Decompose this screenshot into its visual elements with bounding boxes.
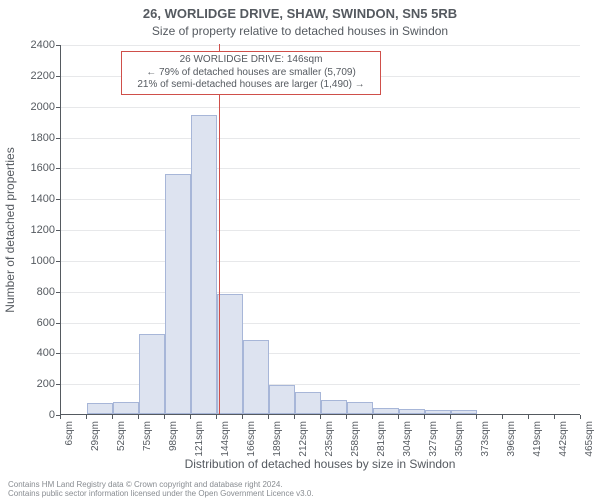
y-tick-label: 400 — [5, 348, 55, 359]
annotation-box: 26 WORLIDGE DRIVE: 146sqm ← 79% of detac… — [121, 51, 381, 95]
y-tick-label: 1200 — [5, 225, 55, 236]
histogram-bar — [321, 400, 347, 414]
footer-line2: Contains public sector information licen… — [8, 489, 314, 498]
histogram-bar — [425, 410, 451, 414]
gridline — [61, 230, 580, 231]
histogram-bar — [165, 174, 191, 415]
y-tick-label: 2000 — [5, 102, 55, 113]
x-tick-mark — [450, 415, 451, 419]
histogram-bar — [269, 385, 295, 414]
gridline — [61, 261, 580, 262]
x-tick-mark — [554, 415, 555, 419]
x-tick-mark — [502, 415, 503, 419]
y-tick-label: 2200 — [5, 71, 55, 82]
x-tick-mark — [528, 415, 529, 419]
x-tick-mark — [268, 415, 269, 419]
y-tick-label: 1400 — [5, 194, 55, 205]
y-tick-label: 2400 — [5, 40, 55, 51]
x-tick-mark — [164, 415, 165, 419]
histogram-bar — [295, 392, 321, 414]
x-tick-label: 465sqm — [584, 421, 595, 465]
x-tick-mark — [398, 415, 399, 419]
x-tick-mark — [138, 415, 139, 419]
gridline — [61, 292, 580, 293]
x-tick-mark — [112, 415, 113, 419]
histogram-bar — [451, 410, 477, 414]
y-tick-label: 1600 — [5, 163, 55, 174]
histogram-bar — [139, 334, 165, 414]
annotation-line2: ← 79% of detached houses are smaller (5,… — [126, 67, 376, 80]
x-tick-mark — [190, 415, 191, 419]
chart-title-address: 26, WORLIDGE DRIVE, SHAW, SWINDON, SN5 5… — [0, 6, 600, 21]
x-tick-mark — [86, 415, 87, 419]
gridline — [61, 45, 580, 46]
histogram-bar — [87, 403, 113, 414]
gridline — [61, 323, 580, 324]
x-tick-mark — [346, 415, 347, 419]
y-tick-label: 0 — [5, 410, 55, 421]
y-tick-label: 1800 — [5, 133, 55, 144]
x-tick-mark — [320, 415, 321, 419]
histogram-bar — [399, 409, 425, 414]
histogram-bar — [217, 294, 243, 414]
y-tick-label: 200 — [5, 379, 55, 390]
gridline — [61, 168, 580, 169]
gridline — [61, 199, 580, 200]
x-tick-mark — [242, 415, 243, 419]
annotation-line3: 21% of semi-detached houses are larger (… — [126, 79, 376, 92]
histogram-bar — [191, 115, 217, 414]
x-tick-mark — [424, 415, 425, 419]
y-tick-label: 800 — [5, 287, 55, 298]
footer-line1: Contains HM Land Registry data © Crown c… — [8, 480, 314, 489]
attribution-footer: Contains HM Land Registry data © Crown c… — [8, 480, 314, 498]
x-tick-mark — [372, 415, 373, 419]
x-tick-mark — [294, 415, 295, 419]
histogram-bar — [243, 340, 269, 414]
x-tick-mark — [476, 415, 477, 419]
histogram-bar — [373, 408, 399, 414]
y-tick-label: 600 — [5, 318, 55, 329]
x-axis-label: Distribution of detached houses by size … — [60, 457, 580, 471]
gridline — [61, 138, 580, 139]
x-tick-mark — [60, 415, 61, 419]
chart-subtitle: Size of property relative to detached ho… — [0, 24, 600, 38]
x-tick-mark — [216, 415, 217, 419]
annotation-line1: 26 WORLIDGE DRIVE: 146sqm — [126, 54, 376, 67]
y-tick-label: 1000 — [5, 256, 55, 267]
histogram-bar — [347, 402, 373, 414]
chart-root: 26, WORLIDGE DRIVE, SHAW, SWINDON, SN5 5… — [0, 0, 600, 500]
x-tick-mark — [580, 415, 581, 419]
plot-area: 26 WORLIDGE DRIVE: 146sqm ← 79% of detac… — [60, 45, 580, 415]
gridline — [61, 107, 580, 108]
histogram-bar — [113, 402, 139, 414]
